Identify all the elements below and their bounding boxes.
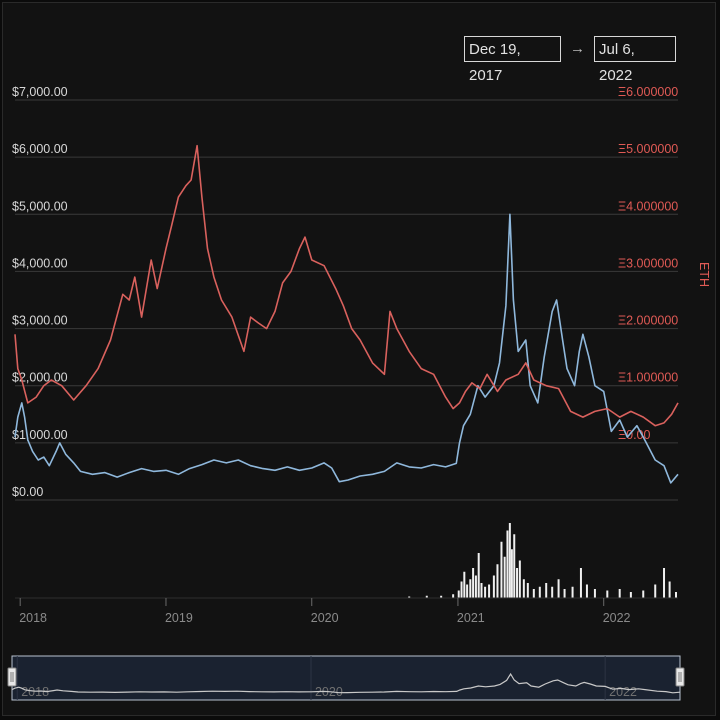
y-axis-usd-label: $7,000.00: [12, 85, 68, 99]
y-axis-usd-label: $0.00: [12, 485, 43, 499]
volume-bar: [460, 581, 463, 598]
volume-bar: [496, 564, 499, 598]
y-axis-eth-label: Ξ3.000000: [618, 256, 678, 270]
volume-bar: [516, 568, 519, 598]
x-axis-tick-label: 2022: [603, 611, 631, 625]
volume-bar: [675, 592, 678, 598]
volume-bar: [477, 553, 480, 598]
navigator-right-handle[interactable]: [675, 667, 685, 687]
x-axis-tick-label: 2020: [311, 611, 339, 625]
volume-bar: [563, 589, 566, 598]
volume-bar: [474, 575, 477, 598]
volume-bar: [506, 530, 509, 598]
y-axis-eth-label: Ξ1.000000: [618, 371, 678, 385]
y-axis-usd-label: $4,000.00: [12, 256, 68, 270]
y-axis-usd-label: $3,000.00: [12, 314, 68, 328]
volume-bar: [585, 584, 588, 598]
y-axis-usd-label: $1,000.00: [12, 428, 68, 442]
volume-bar: [654, 584, 657, 598]
volume-bar: [508, 523, 511, 598]
volume-bar: [469, 579, 472, 598]
volume-bar: [457, 590, 460, 598]
volume-bar: [593, 589, 596, 598]
range-start-date[interactable]: Dec 19, 2017: [464, 36, 561, 84]
navigator-window: [11, 655, 681, 701]
usd-price-line: [14, 213, 679, 484]
volume-bar: [484, 586, 487, 598]
volume-bar: [629, 592, 632, 598]
y-axis-eth-label: Ξ0.00: [618, 428, 651, 442]
volume-bar: [500, 541, 503, 598]
volume-bar: [606, 590, 609, 598]
volume-bar: [522, 579, 525, 598]
volume-bar: [425, 595, 428, 598]
volume-bar: [440, 595, 443, 598]
y-axis-eth-title: ETH: [697, 262, 711, 287]
navigator-tick-label: 2018: [21, 685, 49, 699]
volume-bar: [408, 596, 411, 598]
volume-bar: [532, 589, 535, 598]
volume-bar: [663, 568, 666, 598]
volume-bar: [551, 586, 554, 598]
range-arrow-icon: →: [570, 40, 585, 57]
volume-bar: [488, 584, 491, 598]
x-axis-tick-label: 2019: [165, 611, 193, 625]
volume-bar: [503, 556, 506, 598]
volume-bar: [480, 583, 483, 598]
navigator-line: [11, 672, 681, 694]
volume-bar: [579, 568, 582, 598]
y-axis-usd-label: $6,000.00: [12, 142, 68, 156]
x-axis-tick-label: 2021: [457, 611, 485, 625]
x-axis-tick-label: 2018: [19, 611, 47, 625]
volume-bar: [538, 586, 541, 598]
y-axis-eth-label: Ξ2.000000: [618, 314, 678, 328]
eth-price-line: [14, 144, 679, 427]
volume-bar: [557, 579, 560, 598]
volume-bar: [452, 594, 455, 598]
navigator-tick-label: 2022: [609, 685, 637, 699]
volume-bar: [618, 589, 621, 598]
y-axis-eth-label: Ξ6.000000: [618, 85, 678, 99]
volume-bar: [466, 584, 469, 598]
volume-bar: [518, 560, 521, 598]
y-axis-eth-label: Ξ5.000000: [618, 142, 678, 156]
y-axis-eth-label: Ξ4.000000: [618, 199, 678, 213]
navigator-left-handle[interactable]: [7, 667, 17, 687]
volume-bar: [492, 575, 495, 598]
volume-bar: [472, 568, 475, 598]
volume-bar: [571, 586, 574, 598]
volume-bar: [510, 549, 513, 598]
volume-bar: [545, 583, 548, 598]
range-end-date[interactable]: Jul 6, 2022: [594, 36, 676, 84]
volume-bar: [526, 583, 529, 598]
volume-bar: [463, 571, 466, 598]
volume-bar: [642, 590, 645, 598]
y-axis-usd-label: $5,000.00: [12, 199, 68, 213]
volume-bar: [668, 581, 671, 598]
volume-bar: [513, 534, 516, 598]
